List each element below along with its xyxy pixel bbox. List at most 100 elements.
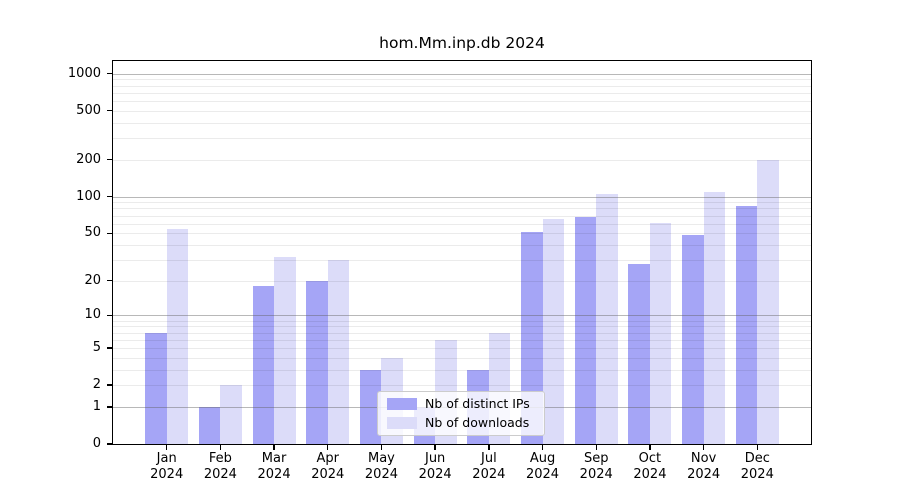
y-tick-label-50: 50 [84, 225, 101, 241]
gridline-800 [113, 85, 811, 87]
bar-downloads-sep [596, 194, 618, 444]
gridline-30 [113, 259, 811, 261]
gridline-5 [113, 347, 811, 349]
x-tick-mark-may [380, 445, 383, 450]
y-tick-mark-500 [107, 110, 112, 112]
gridline-10 [113, 315, 811, 317]
gridline-2 [113, 385, 811, 387]
x-tick-label-dec: Dec 2024 [740, 451, 774, 482]
y-tick-label-200: 200 [76, 151, 101, 167]
gridline-70 [113, 215, 811, 217]
x-tick-label-jan: Jan 2024 [150, 451, 184, 482]
x-tick-mark-feb [219, 445, 222, 450]
x-tick-mark-jul [488, 445, 490, 450]
x-tick-label-oct: Oct 2024 [633, 451, 667, 482]
x-tick-mark-mar [273, 445, 275, 450]
x-tick-mark-dec [756, 445, 758, 450]
y-tick-label-500: 500 [76, 102, 101, 118]
bar-downloads-jan [166, 229, 189, 444]
bar-distinct-ips-may [359, 369, 382, 444]
y-tick-mark-20 [107, 280, 112, 282]
gridline-900 [113, 79, 811, 81]
y-tick-label-1000: 1000 [67, 65, 101, 81]
x-tick-label-apr: Apr 2024 [311, 451, 345, 482]
gridline-7 [113, 332, 811, 334]
bar-downloads-dec [757, 159, 779, 444]
y-tick-mark-10 [107, 314, 112, 317]
gridline-50 [113, 233, 811, 235]
y-tick-label-5: 5 [92, 339, 101, 355]
legend-label-downloads: Nb of downloads [425, 415, 530, 430]
bar-distinct-ips-feb [198, 406, 221, 444]
legend-swatch-distinct-ips [387, 398, 417, 410]
gridline-1000 [113, 73, 811, 75]
y-tick-mark-1000 [107, 72, 112, 75]
x-tick-label-feb: Feb 2024 [203, 451, 237, 482]
legend-entry-downloads: Nb of downloads [378, 415, 544, 431]
gridline-100 [113, 196, 811, 198]
y-tick-mark-50 [107, 232, 112, 234]
bar-downloads-apr [327, 259, 350, 444]
gridline-600 [113, 101, 811, 103]
gridline-400 [113, 122, 811, 124]
bar-downloads-mar [274, 256, 296, 444]
bar-distinct-ips-dec [735, 205, 758, 444]
x-tick-label-may: May 2024 [364, 451, 398, 482]
gridline-300 [113, 138, 811, 140]
x-tick-mark-apr [327, 445, 329, 450]
bar-distinct-ips-sep [574, 217, 597, 444]
x-tick-mark-jan [165, 445, 168, 450]
x-tick-mark-nov [702, 445, 705, 450]
gridline-80 [113, 208, 811, 210]
gridline-60 [113, 223, 811, 225]
x-tick-mark-oct [649, 445, 651, 450]
y-tick-label-20: 20 [84, 272, 101, 288]
gridline-90 [113, 202, 811, 204]
x-tick-mark-aug [541, 445, 544, 450]
y-tick-mark-0 [107, 443, 112, 445]
bar-distinct-ips-jan [145, 332, 167, 444]
legend: Nb of distinct IPs Nb of downloads [377, 391, 545, 436]
y-tick-label-2: 2 [92, 377, 101, 393]
x-tick-label-sep: Sep 2024 [579, 451, 613, 482]
chart-title: hom.Mm.inp.db 2024 [379, 34, 545, 52]
x-tick-label-mar: Mar 2024 [257, 451, 291, 482]
x-tick-label-jul: Jul 2024 [472, 451, 506, 482]
y-tick-label-1: 1 [92, 398, 101, 414]
bar-distinct-ips-apr [306, 280, 328, 444]
x-tick-label-aug: Aug 2024 [525, 451, 560, 482]
bar-downloads-aug [542, 218, 565, 444]
y-tick-label-10: 10 [84, 307, 101, 323]
gridline-20 [113, 280, 811, 282]
legend-swatch-downloads [387, 417, 417, 429]
legend-entry-distinct-ips: Nb of distinct IPs [378, 396, 544, 412]
bar-downloads-oct [649, 222, 672, 444]
y-tick-label-0: 0 [92, 436, 101, 451]
x-tick-mark-sep [595, 445, 597, 450]
y-tick-mark-1 [107, 406, 112, 408]
bar-distinct-ips-oct [628, 263, 650, 444]
legend-label-distinct-ips: Nb of distinct IPs [425, 396, 530, 411]
x-tick-mark-jun [434, 445, 436, 450]
y-tick-mark-200 [107, 159, 112, 161]
y-tick-mark-100 [107, 195, 112, 198]
gridline-40 [113, 244, 811, 246]
bar-downloads-nov [703, 192, 726, 444]
gridline-6 [113, 339, 811, 341]
gridline-9 [113, 320, 811, 322]
y-tick-label-100: 100 [76, 188, 101, 204]
gridline-200 [113, 159, 811, 161]
y-tick-mark-5 [107, 347, 112, 349]
grid-layer [113, 61, 811, 444]
bar-distinct-ips-nov [682, 235, 704, 444]
gridline-500 [113, 110, 811, 112]
gridline-8 [113, 326, 811, 328]
gridline-700 [113, 92, 811, 94]
bar-downloads-feb [220, 385, 242, 444]
x-tick-label-jun: Jun 2024 [418, 451, 452, 482]
gridline-3 [113, 369, 811, 371]
x-tick-label-nov: Nov 2024 [687, 451, 721, 482]
bar-distinct-ips-mar [252, 286, 275, 444]
y-tick-mark-2 [107, 384, 112, 386]
